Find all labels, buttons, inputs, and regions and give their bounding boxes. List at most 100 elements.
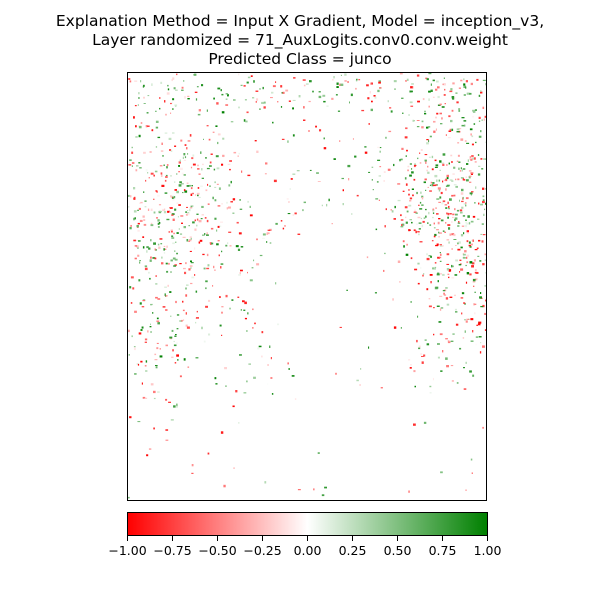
attribution-pixel [292, 107, 294, 110]
attribution-pixel [140, 329, 143, 331]
attribution-pixel [470, 172, 474, 174]
attribution-pixel [246, 380, 248, 383]
attribution-pixel [379, 166, 382, 168]
attribution-pixel [332, 79, 334, 81]
attribution-pixel [170, 271, 172, 273]
attribution-pixel [187, 98, 190, 100]
attribution-pixel [328, 198, 330, 202]
colorbar-tick-label: 0.75 [428, 543, 457, 558]
attribution-pixel [185, 324, 188, 327]
attribution-pixel [406, 243, 408, 246]
attribution-pixel [469, 261, 473, 264]
attribution-pixel [149, 259, 152, 262]
attribution-pixel [204, 217, 207, 219]
attribution-pixel [379, 147, 382, 149]
attribution-pixel [138, 134, 141, 138]
attribution-pixel [129, 286, 132, 289]
attribution-pixel [313, 488, 315, 491]
attribution-pixel [439, 333, 443, 336]
attribution-pixel [418, 347, 421, 350]
attribution-pixel [321, 204, 323, 207]
attribution-pixel [206, 109, 208, 112]
attribution-pixel [188, 184, 192, 187]
attribution-pixel [414, 164, 417, 167]
attribution-pixel [469, 192, 473, 195]
attribution-pixel [428, 139, 430, 143]
attribution-pixel [189, 208, 191, 212]
attribution-pixel [256, 238, 258, 241]
attribution-pixel [379, 87, 381, 90]
attribution-pixel [157, 226, 160, 228]
attribution-pixel [292, 173, 296, 175]
attribution-pixel [458, 221, 460, 223]
attribution-pixel [441, 202, 444, 205]
attribution-pixel [137, 229, 140, 232]
attribution-pixel [413, 423, 416, 426]
attribution-pixel [166, 245, 168, 248]
attribution-pixel [408, 204, 412, 207]
attribution-pixel [466, 179, 469, 182]
attribution-pixel [129, 416, 132, 419]
attribution-pixel [459, 209, 463, 212]
attribution-pixel [423, 217, 426, 219]
attribution-pixel [159, 238, 163, 240]
attribution-pixel [190, 187, 193, 190]
attribution-pixel [400, 226, 404, 228]
attribution-pixel [288, 100, 291, 102]
attribution-pixel [422, 220, 425, 223]
attribution-pixel [413, 370, 416, 373]
attribution-pixel [131, 162, 135, 164]
attribution-pixel [133, 187, 136, 190]
attribution-pixel [364, 146, 367, 148]
attribution-pixel [141, 306, 145, 308]
attribution-pixel [147, 125, 150, 127]
attribution-pixel [450, 88, 453, 91]
attribution-pixel [174, 362, 177, 364]
attribution-pixel [428, 73, 432, 75]
attribution-pixel [453, 267, 456, 270]
attribution-pixel [331, 97, 334, 100]
attribution-pixel [155, 296, 158, 299]
attribution-pixel [181, 319, 183, 322]
attribution-pixel [275, 81, 277, 83]
attribution-pixel [375, 198, 379, 200]
attribution-pixel [183, 174, 186, 176]
attribution-pixel [416, 120, 420, 121]
attribution-pixel [429, 224, 432, 226]
attribution-pixel [371, 100, 373, 103]
attribution-pixel [472, 110, 476, 113]
attribution-pixel [404, 177, 407, 180]
attribution-pixel [450, 119, 453, 123]
attribution-pixel [160, 172, 163, 175]
attribution-pixel [309, 80, 312, 83]
attribution-pixel [178, 165, 180, 167]
attribution-pixel [259, 254, 263, 257]
attribution-pixel [246, 81, 249, 84]
attribution-pixel [436, 112, 439, 115]
attribution-pixel [232, 212, 235, 214]
attribution-pixel [478, 116, 481, 119]
attribution-pixel [427, 171, 430, 174]
attribution-pixel [448, 227, 451, 230]
attribution-pixel [452, 216, 454, 218]
attribution-pixel [252, 308, 254, 311]
attribution-pixel [459, 170, 462, 172]
attribution-pixel [173, 232, 175, 235]
attribution-pixel [233, 99, 236, 101]
attribution-pixel [201, 214, 204, 216]
attribution-pixel [450, 154, 453, 157]
attribution-pixel [414, 209, 416, 212]
attribution-pixel [358, 79, 361, 81]
attribution-pixel [169, 211, 172, 213]
attribution-pixel [210, 153, 213, 155]
attribution-pixel [280, 85, 283, 88]
attribution-pixel [196, 310, 198, 313]
attribution-pixel [351, 213, 353, 215]
attribution-pixel [437, 272, 440, 274]
attribution-pixel [143, 96, 145, 99]
attribution-pixel [174, 335, 177, 337]
attribution-pixel [472, 374, 475, 377]
attribution-pixel [472, 278, 476, 282]
attribution-pixel [442, 153, 446, 156]
attribution-pixel [437, 256, 440, 259]
